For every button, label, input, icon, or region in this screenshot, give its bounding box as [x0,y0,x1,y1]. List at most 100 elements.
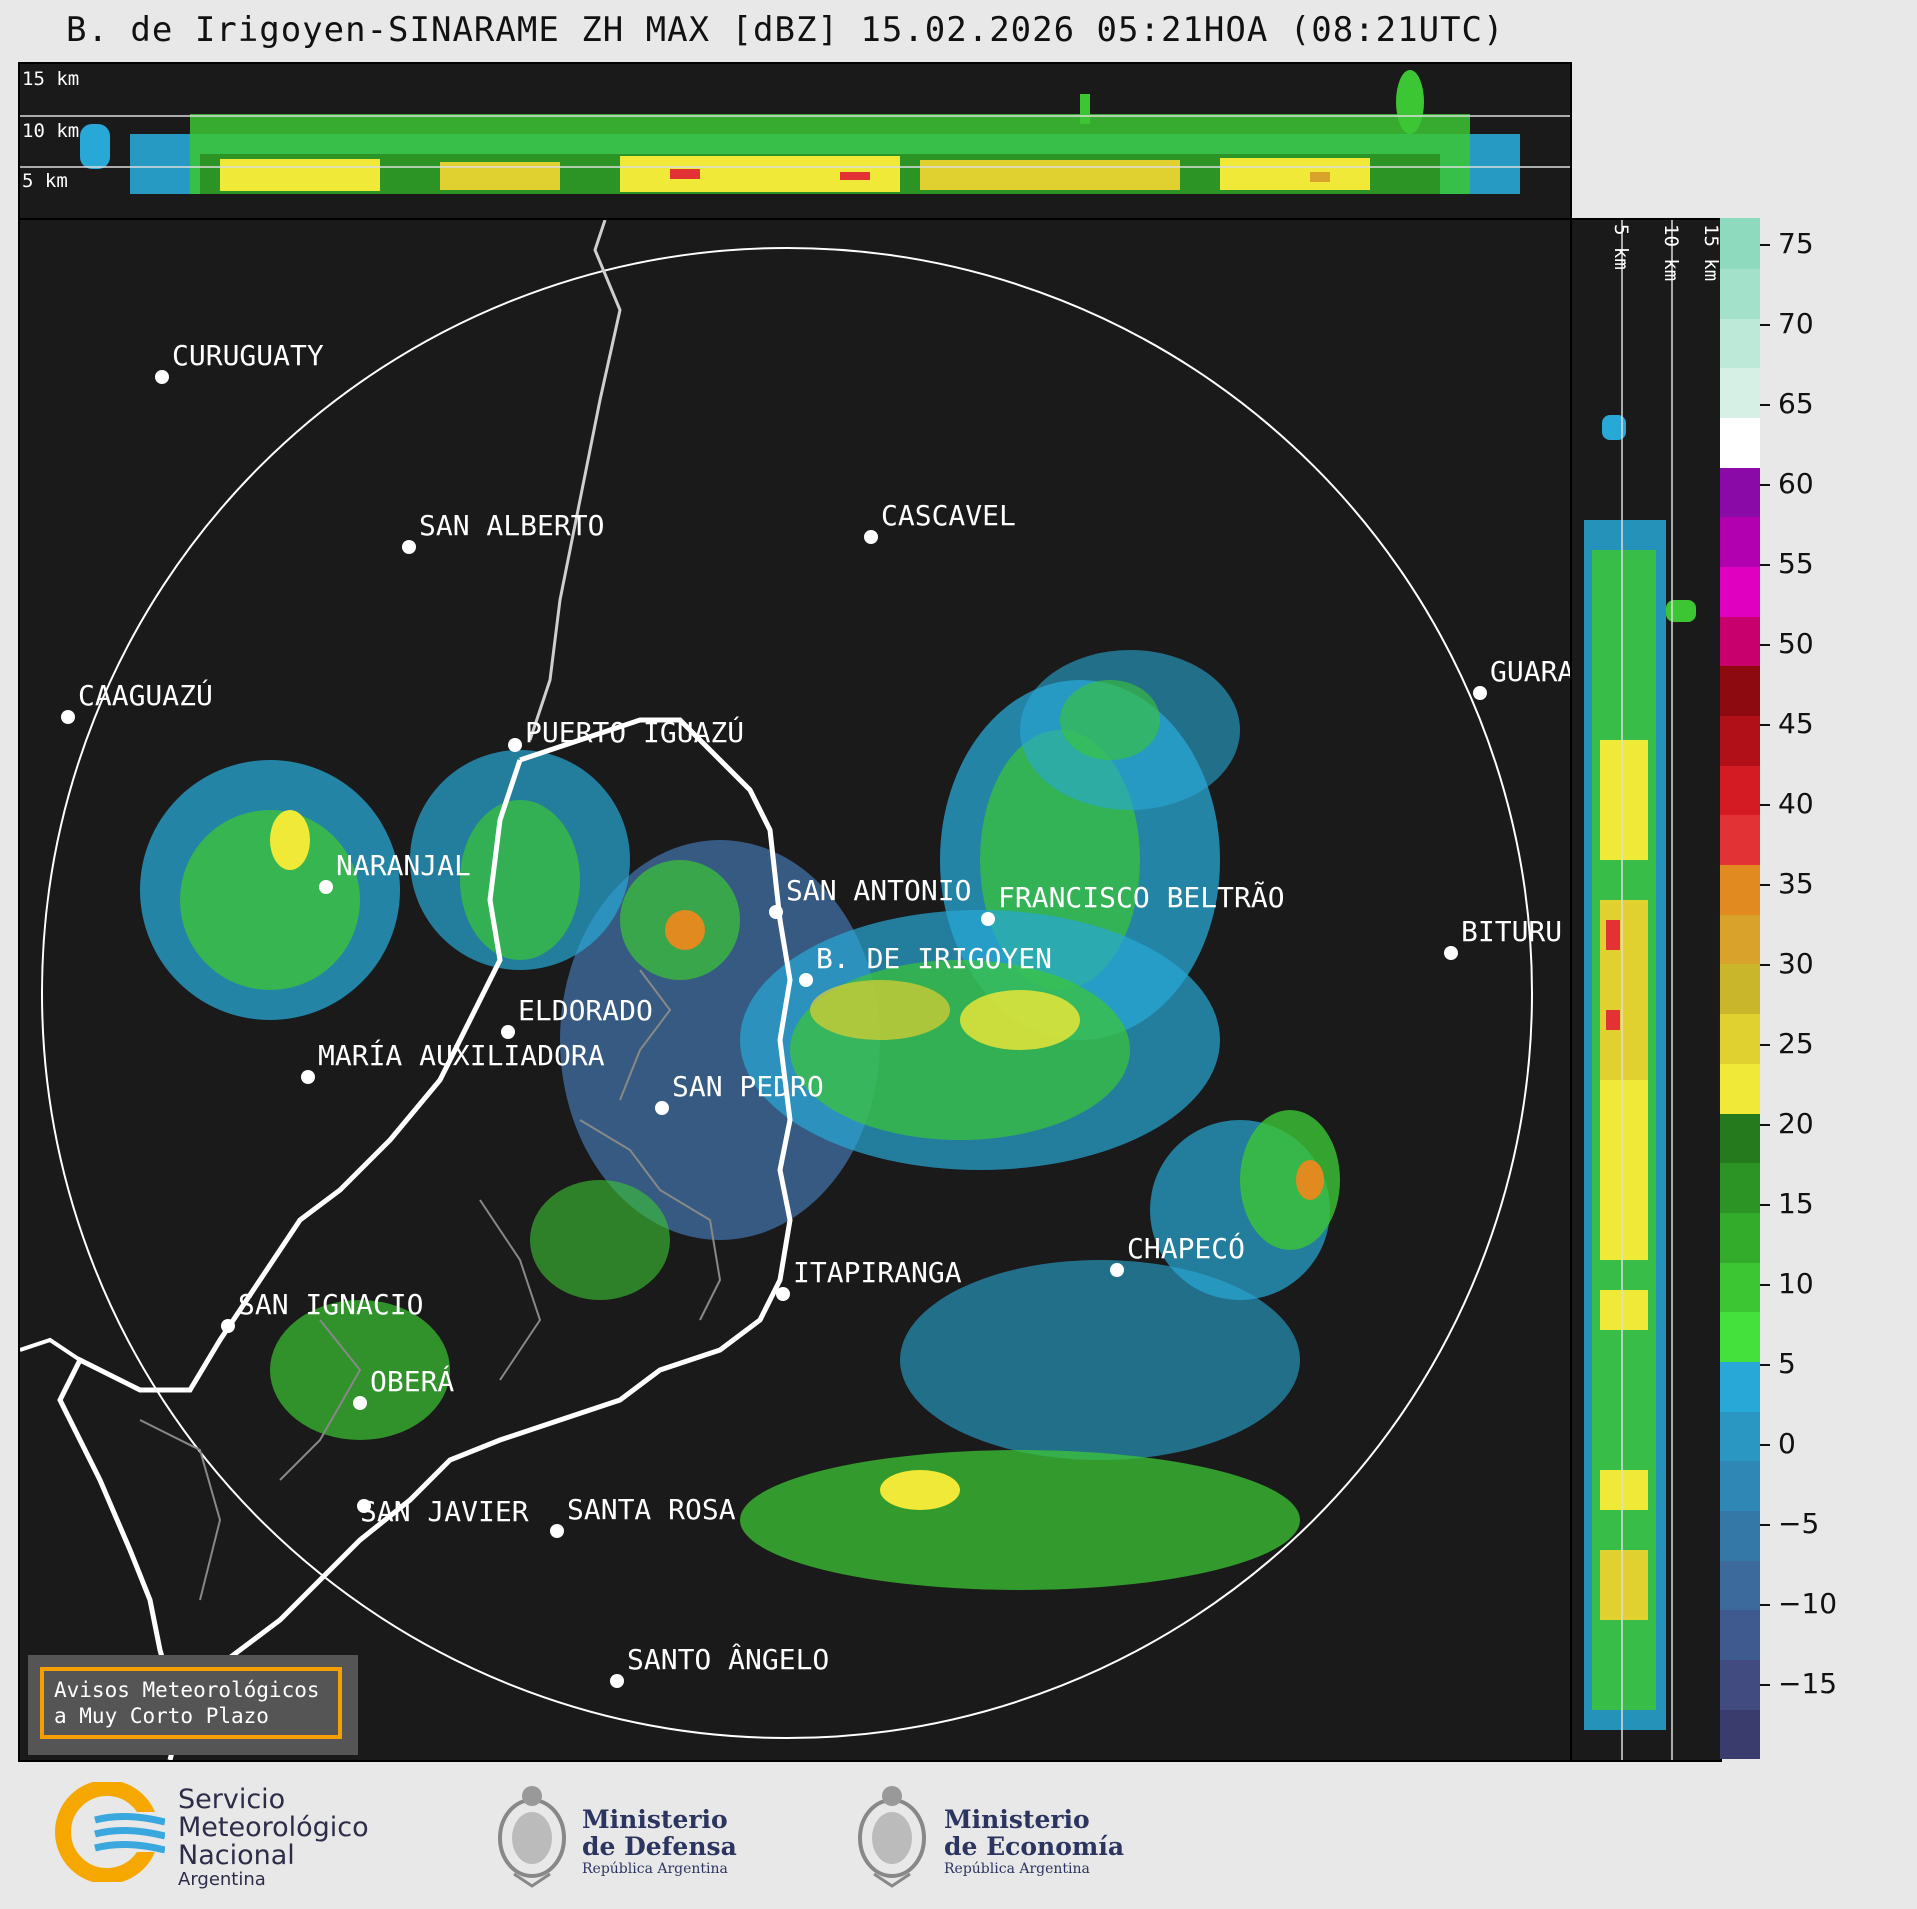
colorbar-segment [1720,1261,1760,1313]
city-san-javier: SAN JAVIER [357,1495,529,1528]
colorbar-tick-mark [1760,404,1770,406]
colorbar-segment [1720,615,1760,667]
smn-line-1: Servicio [178,1784,286,1815]
svg-text:SAN JAVIER: SAN JAVIER [360,1495,529,1528]
border-line [528,220,622,741]
colorbar-tick-label: 15 [1778,1187,1814,1220]
city-santa-rosa: SANTA ROSA [550,1493,736,1538]
economia-line-2: de Economía [944,1832,1125,1861]
city-itapiranga: ITAPIRANGA [776,1256,962,1301]
svg-text:PUERTO IGUAZÚ: PUERTO IGUAZÚ [525,715,744,749]
notice-inner: Avisos Meteorológicos a Muy Corto Plazo [40,1667,342,1739]
colorbar-tick-label: 10 [1778,1267,1814,1300]
colorbar-segment [1720,416,1760,468]
colorbar-tick-mark [1760,964,1770,966]
colorbar-tick-mark [1760,644,1770,646]
city-san-pedro: SAN PEDRO [655,1070,824,1115]
city-puerto-iguazu: PUERTO IGUAZÚ [508,715,744,752]
colorbar-tick-mark [1760,244,1770,246]
colorbar-tick-mark [1760,1604,1770,1606]
colorbar-segment [1720,1360,1760,1412]
colorbar-tick-label: −10 [1778,1587,1838,1620]
svg-text:CAAGUAZÚ: CAAGUAZÚ [78,678,213,712]
colorbar-tick-label: 35 [1778,867,1814,900]
colorbar-segment [1720,863,1760,915]
colorbar-tick-label: 30 [1778,947,1814,980]
top-height-5km: 5 km [22,170,68,192]
colorbar-segment [1720,1608,1760,1660]
colorbar-segment [1720,1161,1760,1213]
department-borders [139,969,722,1601]
colorbar-tick-mark [1760,804,1770,806]
colorbar-segment [1720,764,1760,816]
colorbar-tick-mark [1760,1684,1770,1686]
smn-logo-text: Servicio Meteorológico Nacional Argentin… [178,1786,369,1890]
river-border [167,717,793,1760]
colorbar-tick-mark [1760,1204,1770,1206]
colorbar-segment [1720,1310,1760,1362]
colorbar-tick-mark [1760,564,1770,566]
svg-text:OBERÁ: OBERÁ [370,1364,454,1398]
colorbar-tick-mark [1760,1364,1770,1366]
svg-text:B. DE IRIGOYEN: B. DE IRIGOYEN [816,942,1052,975]
radar-map: CURUGUATY SAN ALBERTO CASCAVEL CAAGUAZÚ … [18,218,1572,1762]
economia-line-1: Ministerio [944,1805,1090,1834]
city-francisco-beltrao: FRANCISCO BELTRÃO [981,881,1285,926]
colorbar-segment [1720,267,1760,319]
svg-text:CASCAVEL: CASCAVEL [881,499,1016,532]
colorbar-tick-label: 70 [1778,307,1814,340]
colorbar-segment [1720,814,1760,866]
smn-line-2: Meteorológico [178,1812,369,1843]
colorbar-segment [1720,1509,1760,1561]
svg-text:SAN ANTONIO: SAN ANTONIO [786,874,971,907]
notice-line-2: a Muy Corto Plazo [54,1704,269,1728]
smn-line-4: Argentina [178,1869,266,1890]
colorbar-segment [1720,913,1760,965]
side-height-15km: 15 km [1700,224,1722,282]
national-shield-icon [498,1786,566,1888]
city-santo-angelo: SANTO ÂNGELO [610,1642,829,1688]
city-chapeco: CHAPECÓ [1110,1231,1245,1277]
colorbar-segment [1720,516,1760,568]
range-ring [41,247,1533,1739]
reflectivity-echoes [140,650,1340,1590]
city-caaguazu: CAAGUAZÚ [61,678,213,724]
city-maria-auxiliadora: MARÍA AUXILIADORA [301,1038,605,1084]
svg-text:ELDORADO: ELDORADO [518,994,653,1027]
city-curuguaty: CURUGUATY [155,339,324,384]
province-border [57,759,523,1721]
colorbar [1720,218,1760,1760]
side-cross-section-canvas [1584,220,1696,1760]
colorbar-segment [1720,1211,1760,1263]
colorbar-tick-label: 5 [1778,1347,1796,1380]
colorbar-segment [1720,1459,1760,1511]
city-san-ignacio: SAN IGNACIO [221,1288,423,1333]
colorbar-tick-mark [1760,1524,1770,1526]
colorbar-tick-mark [1760,484,1770,486]
colorbar-segment [1720,1410,1760,1462]
colorbar-tick-label: 25 [1778,1027,1814,1060]
colorbar-tick-label: 65 [1778,387,1814,420]
notice-box: Avisos Meteorológicos a Muy Corto Plazo [28,1655,358,1755]
side-height-10km: 10 km [1660,224,1682,282]
colorbar-tick-label: −5 [1778,1507,1820,1540]
defensa-line-2: de Defensa [582,1832,737,1861]
svg-text:FRANCISCO BELTRÃO: FRANCISCO BELTRÃO [998,881,1285,914]
colorbar-segment [1720,714,1760,766]
side-cross-section: 5 km 10 km 15 km [1570,218,1722,1762]
svg-text:SAN IGNACIO: SAN IGNACIO [238,1288,423,1321]
colorbar-segment [1720,218,1760,269]
colorbar-tick-mark [1760,1284,1770,1286]
colorbar-segment [1720,1708,1760,1760]
national-shield-icon [858,1786,926,1888]
svg-text:NARANJAL: NARANJAL [336,849,471,882]
colorbar-segment [1720,1658,1760,1710]
economia-text: Ministerio de Economía República Argenti… [944,1806,1124,1878]
svg-text:MARÍA AUXILIADORA: MARÍA AUXILIADORA [318,1038,605,1072]
svg-text:SAN PEDRO: SAN PEDRO [672,1070,824,1103]
city-b-de-irigoyen: B. DE IRIGOYEN [799,942,1052,987]
city-naranjal: NARANJAL [319,849,471,894]
top-height-10km: 10 km [22,120,80,142]
smn-emblem-icon [55,1782,165,1882]
colorbar-tick-label: 50 [1778,627,1814,660]
